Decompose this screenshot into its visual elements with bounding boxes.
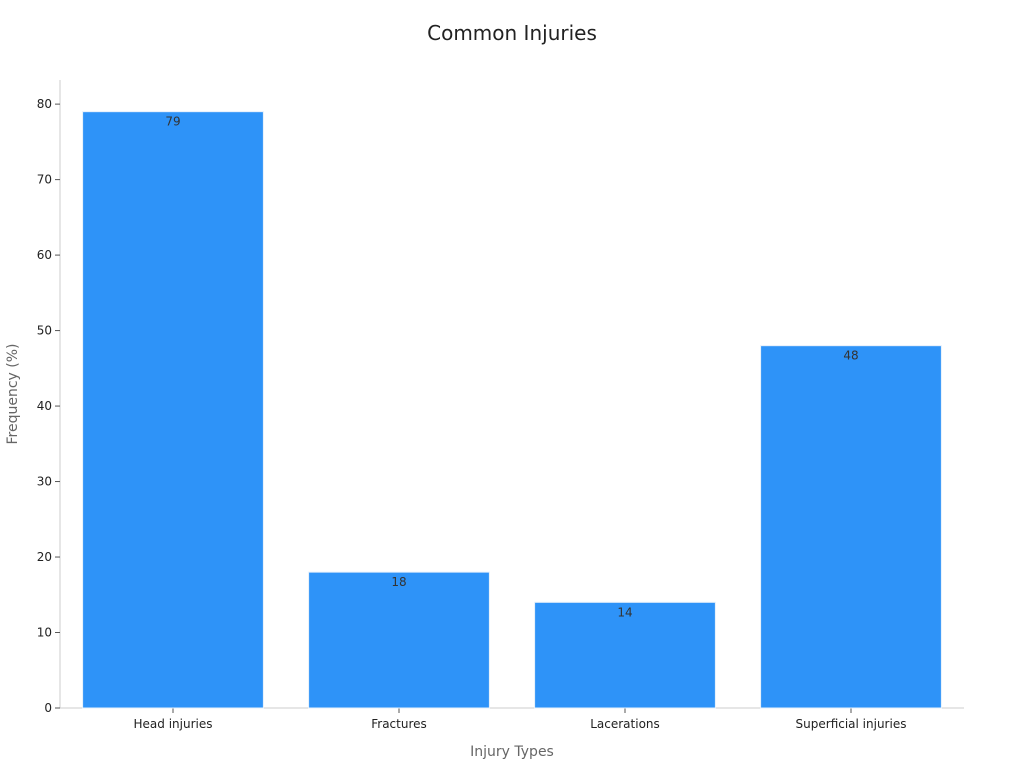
y-tick-label: 10: [37, 626, 52, 640]
y-tick-label: 50: [37, 324, 52, 338]
bar: [760, 345, 942, 709]
x-tick-label: Lacerations: [590, 717, 660, 731]
x-tick-label: Fractures: [371, 717, 427, 731]
bar-value-label: 14: [617, 605, 632, 619]
data-labels: 79 18 14 48: [165, 115, 858, 620]
y-tick-label: 80: [37, 97, 52, 111]
bar-value-label: 79: [165, 115, 180, 129]
bar: [308, 571, 490, 709]
y-tick-label: 40: [37, 399, 52, 413]
x-axis-title: Injury Types: [470, 744, 554, 760]
y-axis-title: Frequency (%): [5, 343, 21, 444]
y-tick-label: 60: [37, 248, 52, 262]
y-tick-label: 20: [37, 550, 52, 564]
bar-value-label: 48: [843, 349, 858, 363]
chart-title: Common Injuries: [427, 21, 597, 45]
y-tick-label: 30: [37, 475, 52, 489]
bar: [534, 601, 716, 709]
x-tick-label: Superficial injuries: [796, 717, 907, 731]
x-axis: Head injuries Fractures Lacerations Superfi…: [60, 707, 964, 731]
bar-value-label: 18: [391, 575, 406, 589]
y-tick-label: 0: [44, 701, 52, 715]
y-axis: 0 10 20 30 40 50 60 70 80: [37, 80, 61, 715]
y-tick-label: 70: [37, 173, 52, 187]
bar: [82, 111, 264, 709]
x-tick-label: Head injuries: [134, 717, 213, 731]
bars: [82, 111, 942, 709]
